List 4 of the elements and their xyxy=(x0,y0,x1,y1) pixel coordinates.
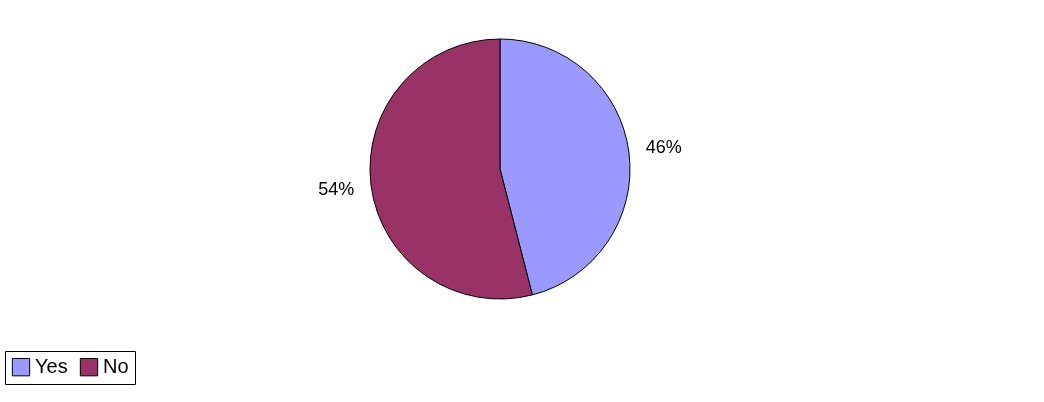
data-label: 54% xyxy=(318,178,355,199)
legend-label: No xyxy=(103,355,129,378)
data-label: 46% xyxy=(645,137,682,158)
legend-label: Yes xyxy=(35,355,68,378)
